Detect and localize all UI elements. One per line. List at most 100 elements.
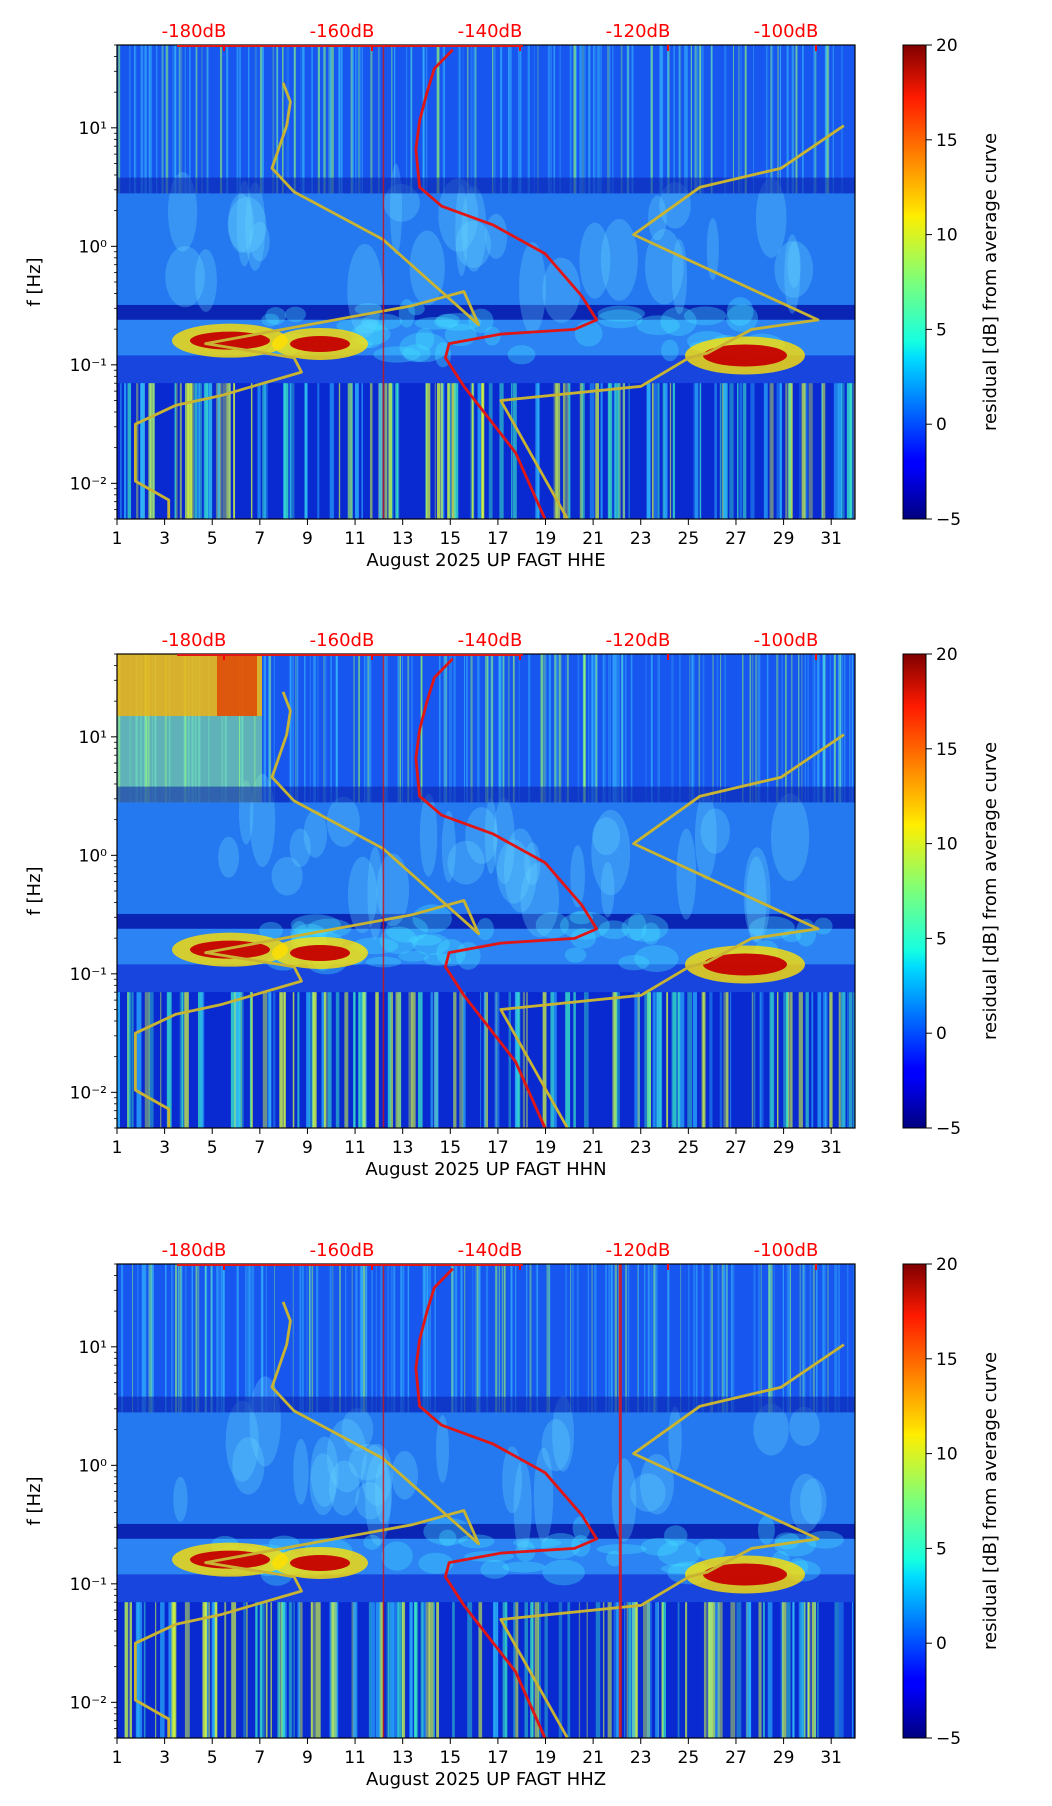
x-tick-label: 27 (725, 1138, 747, 1158)
colorbar-tick-label: 0 (936, 1634, 947, 1654)
db-scale-label: -160dB (310, 1240, 375, 1261)
heatmap-image (117, 1264, 855, 1738)
colorbar-gradient (903, 45, 926, 519)
db-scale-label: -160dB (310, 630, 375, 651)
x-tick-label: 31 (820, 1138, 842, 1158)
x-tick-label: 11 (344, 529, 366, 549)
y-axis-label: f [Hz] (24, 257, 45, 306)
colorbar-tick-label: 5 (936, 929, 947, 949)
heatmap-image (117, 45, 855, 519)
x-tick-label: 25 (678, 529, 700, 549)
x-tick-label: 3 (159, 1748, 170, 1768)
x-tick-label: 21 (582, 1138, 604, 1158)
x-tick-label: 27 (725, 529, 747, 549)
colorbar-tick-label: 0 (936, 415, 947, 435)
x-tick-label: 31 (820, 1748, 842, 1768)
x-tick-label: 17 (487, 1748, 509, 1768)
x-axis-label: August 2025 UP FAGT HHN (365, 1159, 606, 1180)
db-scale-label: -180dB (162, 21, 227, 42)
x-tick-label: 5 (207, 1138, 218, 1158)
x-axis-label: August 2025 UP FAGT HHZ (366, 1769, 606, 1790)
colorbar-tick-label: 10 (936, 1445, 958, 1465)
reference-line (382, 1264, 385, 1738)
colorbar-tick-label: 15 (936, 131, 958, 151)
x-tick-label: 13 (392, 529, 414, 549)
colorbar-tick-label: 10 (936, 835, 958, 855)
x-tick-label: 5 (207, 529, 218, 549)
x-tick-label: 3 (159, 1138, 170, 1158)
x-tick-label: 31 (820, 529, 842, 549)
y-axis-label: f [Hz] (24, 866, 45, 915)
db-scale-label: -180dB (162, 630, 227, 651)
x-tick-label: 23 (630, 1138, 652, 1158)
x-tick-label: 15 (439, 1748, 461, 1768)
db-scale-label: -140dB (458, 1240, 523, 1261)
x-tick-label: 25 (678, 1138, 700, 1158)
colorbar-tick-label: 20 (936, 645, 958, 665)
y-tick-label: 10⁻² (70, 1083, 107, 1103)
x-tick-label: 17 (487, 1138, 509, 1158)
colorbar-tick-label: 15 (936, 1350, 958, 1370)
db-scale-label: -180dB (162, 1240, 227, 1261)
db-scale-label: -100dB (754, 630, 819, 651)
colorbar-tick-label: −5 (936, 510, 961, 530)
colorbar-tick-label: 5 (936, 1539, 947, 1559)
y-tick-label: 10¹ (79, 728, 107, 748)
x-tick-label: 9 (302, 529, 313, 549)
y-tick-label: 10⁰ (79, 237, 108, 257)
x-tick-label: 21 (582, 529, 604, 549)
colorbar-tick-label: 15 (936, 740, 958, 760)
y-tick-label: 10⁰ (79, 1456, 108, 1476)
x-tick-label: 7 (254, 529, 265, 549)
y-tick-label: 10⁻¹ (70, 356, 107, 376)
colorbar-frame (902, 653, 927, 1129)
colorbar-gradient (903, 654, 926, 1128)
x-tick-label: 7 (254, 1138, 265, 1158)
db-scale-label: -120dB (606, 21, 671, 42)
average-psd-curve (414, 48, 599, 519)
x-tick-label: 1 (112, 1138, 123, 1158)
x-tick-label: 7 (254, 1748, 265, 1768)
db-scale-label: -120dB (606, 1240, 671, 1261)
db-scale-label: -140dB (458, 630, 523, 651)
x-tick-label: 19 (535, 1138, 557, 1158)
colorbar-label: residual [dB] from average curve (980, 742, 1001, 1040)
noise-model-curve-low (134, 691, 480, 1128)
db-scale-label: -140dB (458, 21, 523, 42)
noise-model-curve-low (134, 82, 480, 519)
x-tick-label: 19 (535, 1748, 557, 1768)
x-tick-label: 29 (773, 1748, 795, 1768)
x-tick-label: 13 (392, 1748, 414, 1768)
colorbar-tick-label: 20 (936, 1255, 958, 1275)
x-tick-label: 13 (392, 1138, 414, 1158)
noise-model-curve-high (499, 124, 845, 519)
colorbar-label: residual [dB] from average curve (980, 133, 1001, 431)
x-tick-label: 25 (678, 1748, 700, 1768)
x-tick-label: 23 (630, 1748, 652, 1768)
x-tick-label: 17 (487, 529, 509, 549)
x-tick-label: 5 (207, 1748, 218, 1768)
db-scale-label: -160dB (310, 21, 375, 42)
noise-model-curve-high (499, 1343, 845, 1738)
noise-model-curve-low (134, 1301, 480, 1738)
x-tick-label: 29 (773, 1138, 795, 1158)
average-psd-curve (414, 657, 599, 1128)
y-axis-label: f [Hz] (24, 1476, 45, 1525)
x-tick-label: 11 (344, 1748, 366, 1768)
x-tick-label: 9 (302, 1748, 313, 1768)
heatmap-image (117, 654, 855, 1128)
y-tick-label: 10⁰ (79, 846, 108, 866)
y-tick-label: 10⁻¹ (70, 1575, 107, 1595)
x-axis-label: August 2025 UP FAGT HHE (366, 550, 605, 571)
colorbar-gradient (903, 1264, 926, 1738)
reference-line (382, 654, 385, 1128)
x-tick-label: 3 (159, 529, 170, 549)
db-scale-label: -100dB (754, 1240, 819, 1261)
average-psd-curve (414, 1267, 599, 1738)
x-tick-label: 1 (112, 529, 123, 549)
colorbar-tick-label: 0 (936, 1024, 947, 1044)
x-tick-label: 9 (302, 1138, 313, 1158)
x-tick-label: 27 (725, 1748, 747, 1768)
